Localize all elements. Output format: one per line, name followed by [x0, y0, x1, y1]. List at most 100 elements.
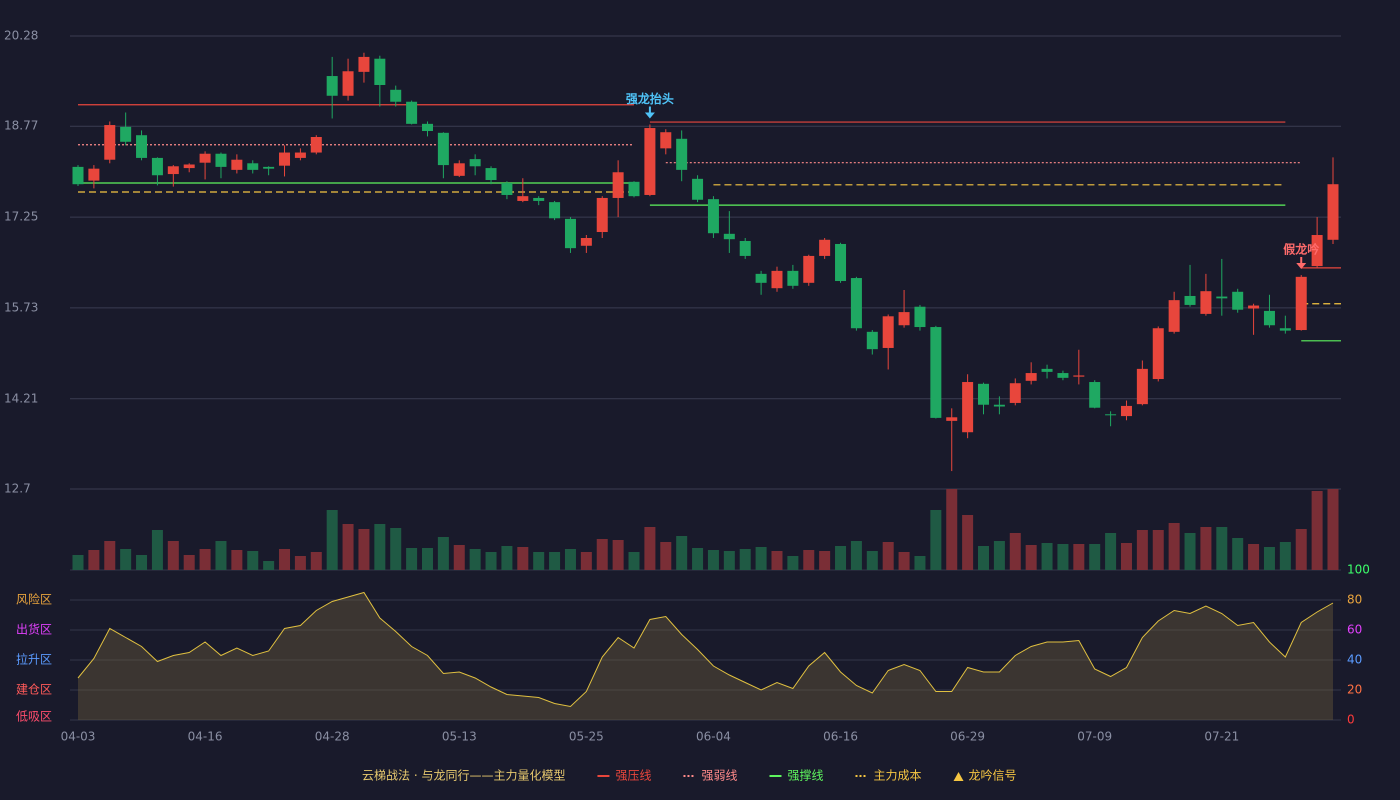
x-tick-label: 04-16	[188, 730, 223, 744]
volume-bar	[1248, 544, 1260, 570]
volume-bar	[215, 541, 227, 570]
volume-bar	[167, 541, 179, 570]
candle-body	[437, 132, 449, 166]
volume-bar	[294, 556, 306, 570]
volume-bar	[358, 529, 370, 570]
candle-body	[882, 316, 894, 348]
candle-body	[199, 153, 211, 163]
candle-body	[1263, 310, 1275, 326]
x-tick-label: 07-21	[1204, 730, 1239, 744]
legend-label: 强弱线	[701, 769, 737, 783]
volume-bar	[469, 549, 481, 570]
candle-body	[1311, 235, 1323, 267]
volume-bar	[628, 552, 640, 570]
volume-bar	[437, 537, 449, 570]
candle-body	[914, 306, 926, 328]
zone-label: 拉升区	[16, 652, 52, 667]
volume-bar	[136, 555, 148, 570]
y-tick-label: 18.77	[4, 119, 38, 133]
volume-bar	[1311, 491, 1323, 570]
volume-bar	[279, 549, 291, 570]
volume-bar	[564, 549, 576, 570]
volume-bar	[1200, 527, 1212, 570]
x-tick-label: 06-04	[696, 730, 731, 744]
volume-bar	[850, 541, 862, 570]
candle-body	[962, 382, 974, 433]
candle-body	[485, 168, 497, 181]
volume-bar	[596, 539, 608, 570]
legend-label: 强撑线	[787, 768, 823, 783]
candle-body	[1184, 295, 1196, 305]
candle-body	[167, 166, 179, 175]
candle-body	[1025, 373, 1037, 381]
volume-bar	[1009, 533, 1021, 570]
candle-body	[898, 312, 910, 326]
candle-body	[850, 278, 862, 329]
legend-label: 强压线	[615, 769, 651, 783]
candle-body	[358, 56, 370, 72]
candle-body	[978, 383, 990, 405]
volume-bar	[1232, 538, 1244, 570]
volume-bar	[549, 552, 561, 570]
candle-body	[644, 128, 656, 195]
y2-tick-label: 0	[1347, 713, 1355, 727]
x-tick-label: 06-29	[950, 730, 985, 744]
zone-label: 出货区	[16, 622, 52, 637]
candle-body	[1105, 414, 1117, 416]
volume-bar	[374, 524, 386, 570]
candle-body	[263, 166, 275, 169]
volume-bar	[1216, 527, 1228, 570]
candle-body	[1168, 300, 1180, 332]
candle-body	[787, 270, 799, 286]
volume-bar	[962, 515, 974, 570]
volume-bar	[612, 540, 624, 570]
volume-bar	[247, 551, 259, 570]
candle-body	[326, 76, 338, 96]
candle-body	[612, 172, 624, 198]
volume-bar	[692, 548, 704, 570]
volume-bar	[819, 551, 831, 570]
volume-bar	[342, 524, 354, 570]
volume-bar	[1263, 547, 1275, 570]
y-tick-label: 20.28	[4, 29, 38, 43]
volume-bar	[882, 542, 894, 570]
candle-body	[1279, 328, 1291, 331]
volume-bar	[1168, 523, 1180, 570]
candle-body	[739, 240, 751, 256]
y2-tick-label: 20	[1347, 683, 1362, 697]
x-tick-label: 06-16	[823, 730, 858, 744]
candle-body	[564, 218, 576, 249]
volume-bar	[485, 552, 497, 570]
candle-body	[993, 404, 1005, 407]
candle-body	[930, 327, 942, 418]
volume-bar	[914, 556, 926, 570]
indicator-area	[78, 592, 1333, 720]
candle-body	[310, 136, 322, 153]
candle-body	[183, 164, 195, 169]
candle-body	[596, 197, 608, 233]
candle-body	[517, 196, 529, 201]
volume-bar	[231, 550, 243, 570]
candle-body	[1120, 405, 1132, 417]
volume-bar	[1057, 544, 1069, 570]
candle-body	[628, 181, 640, 197]
volume-bar	[72, 555, 84, 570]
candle-body	[1152, 328, 1164, 380]
volume-bar	[1120, 543, 1132, 570]
volume-bar	[326, 510, 338, 570]
candle-body	[374, 58, 386, 86]
candle-body	[676, 138, 688, 170]
candle-body	[1136, 368, 1148, 405]
candle-body	[1327, 184, 1339, 240]
legend-label: 主力成本	[874, 769, 922, 783]
volume-bar	[120, 549, 132, 570]
volume-bar	[1041, 543, 1053, 570]
candle-body	[136, 135, 148, 158]
candle-body	[1089, 382, 1101, 408]
x-tick-label: 04-03	[61, 730, 96, 744]
signal-arrow	[644, 106, 655, 119]
zone-label: 建仓区	[16, 683, 52, 697]
x-tick-label: 05-13	[442, 730, 477, 744]
x-tick-label: 07-09	[1077, 730, 1112, 744]
